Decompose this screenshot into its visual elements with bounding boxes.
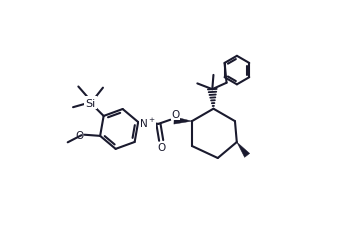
Text: O: O bbox=[75, 130, 84, 140]
Text: O: O bbox=[171, 110, 179, 120]
Text: O: O bbox=[158, 143, 166, 153]
Text: N$^+$: N$^+$ bbox=[139, 116, 156, 129]
Text: Si: Si bbox=[85, 98, 95, 108]
Polygon shape bbox=[237, 142, 250, 158]
Polygon shape bbox=[174, 117, 192, 125]
